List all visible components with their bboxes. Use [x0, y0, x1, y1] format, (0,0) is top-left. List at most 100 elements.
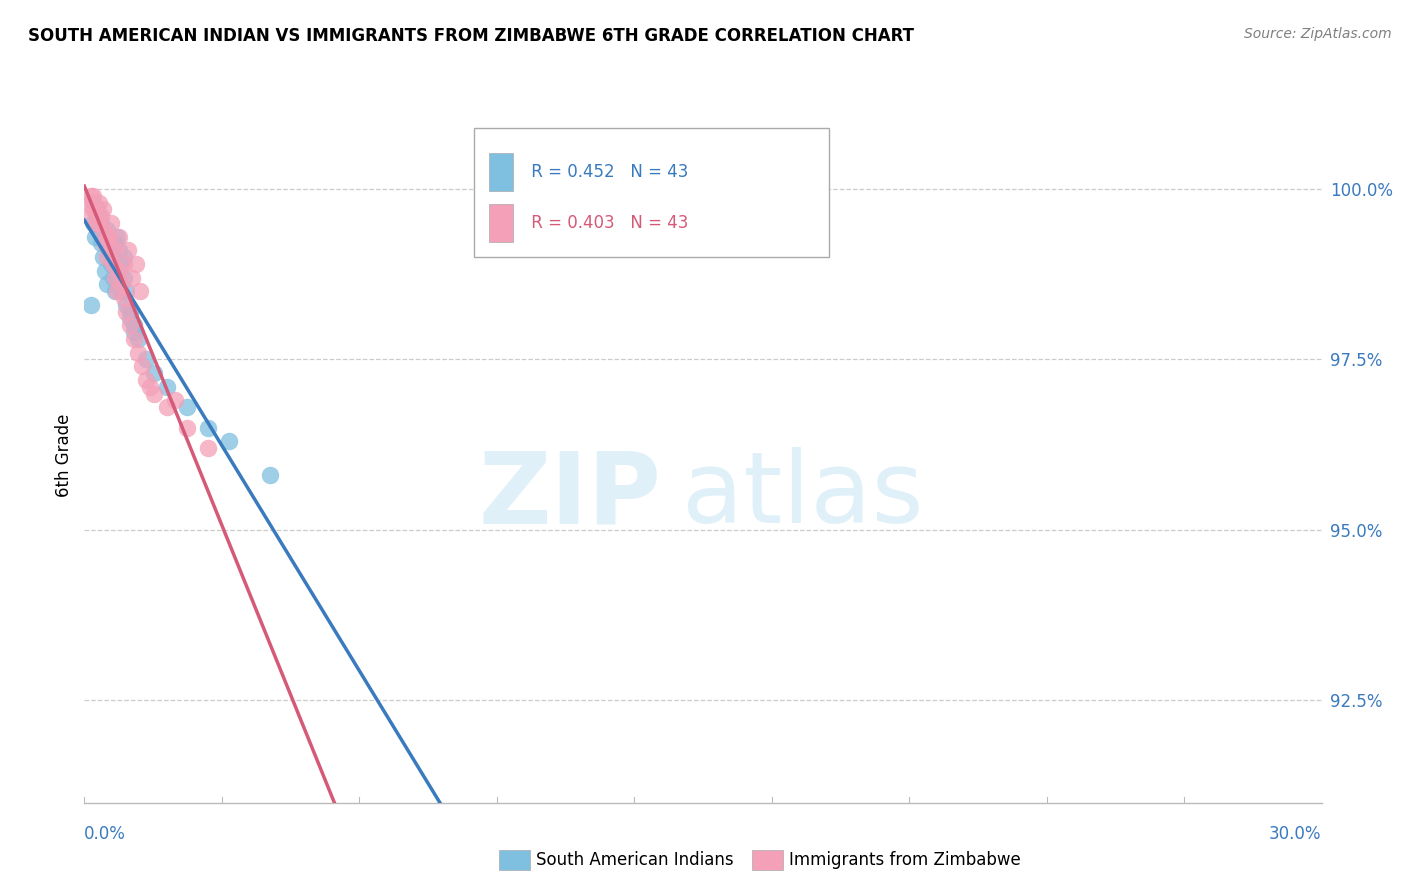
Point [104, 270, 127, 285]
Text: ZIP: ZIP [479, 448, 662, 544]
Point [79, 298, 101, 312]
Point [98, 244, 121, 258]
Point [156, 380, 179, 394]
Point [79, 209, 101, 223]
Point [112, 257, 135, 271]
Text: atlas: atlas [682, 448, 924, 544]
Text: SOUTH AMERICAN INDIAN VS IMMIGRANTS FROM ZIMBABWE 6TH GRADE CORRELATION CHART: SOUTH AMERICAN INDIAN VS IMMIGRANTS FROM… [28, 27, 914, 45]
Point [117, 244, 139, 258]
Point [104, 244, 127, 258]
Point [122, 318, 145, 333]
Point [122, 325, 145, 339]
Point [131, 359, 153, 374]
Point [103, 257, 125, 271]
Point [143, 366, 166, 380]
Point [114, 284, 136, 298]
Point [100, 216, 122, 230]
Point [86, 216, 108, 230]
Point [87, 209, 110, 223]
Point [96, 229, 118, 244]
Point [105, 229, 128, 244]
Point [143, 386, 166, 401]
Point [79, 188, 101, 202]
Point [108, 244, 131, 258]
Text: 30.0%: 30.0% [1270, 825, 1322, 843]
Point [197, 420, 219, 434]
Point [91, 223, 114, 237]
Point [114, 304, 136, 318]
Point [135, 373, 157, 387]
Point [118, 304, 141, 318]
Point [176, 400, 198, 414]
Point [90, 209, 112, 223]
Point [103, 270, 125, 285]
Point [87, 216, 110, 230]
Point [110, 257, 132, 271]
Point [77, 195, 100, 210]
Point [82, 195, 104, 210]
Point [259, 468, 281, 483]
Point [218, 434, 240, 449]
Point [94, 236, 117, 251]
Point [94, 264, 117, 278]
Point [197, 441, 219, 455]
Point [100, 257, 122, 271]
Point [82, 202, 104, 217]
FancyBboxPatch shape [474, 128, 828, 257]
Point [112, 291, 135, 305]
Point [110, 277, 132, 292]
Point [83, 229, 105, 244]
Point [86, 202, 108, 217]
Point [87, 223, 110, 237]
Point [135, 352, 157, 367]
Point [127, 345, 149, 359]
Point [118, 318, 141, 333]
Point [90, 216, 112, 230]
Point [104, 284, 127, 298]
Point [86, 209, 108, 223]
Point [83, 202, 105, 217]
Point [121, 270, 143, 285]
Point [122, 332, 145, 346]
Text: 0.0%: 0.0% [84, 825, 127, 843]
Point [165, 393, 187, 408]
Point [114, 298, 136, 312]
Text: R = 0.452   N = 43: R = 0.452 N = 43 [526, 163, 688, 181]
Point [91, 250, 114, 264]
Point [105, 270, 128, 285]
Y-axis label: 6th Grade: 6th Grade [55, 413, 73, 497]
Point [129, 284, 152, 298]
Bar [488, 204, 513, 242]
Text: R = 0.403   N = 43: R = 0.403 N = 43 [526, 214, 688, 232]
Point [176, 420, 198, 434]
Point [104, 236, 127, 251]
Point [112, 270, 135, 285]
Point [91, 202, 114, 217]
Point [108, 264, 131, 278]
Point [96, 250, 118, 264]
Text: Immigrants from Zimbabwe: Immigrants from Zimbabwe [789, 851, 1021, 869]
Bar [488, 153, 513, 191]
Point [94, 229, 117, 244]
Point [98, 244, 121, 258]
Point [96, 223, 118, 237]
Text: Source: ZipAtlas.com: Source: ZipAtlas.com [1244, 27, 1392, 41]
Point [108, 229, 131, 244]
Point [118, 311, 141, 326]
Text: South American Indians: South American Indians [536, 851, 734, 869]
Point [139, 380, 162, 394]
Point [105, 284, 128, 298]
Point [82, 188, 104, 202]
Point [90, 236, 112, 251]
Point [103, 257, 125, 271]
Point [98, 229, 121, 244]
Point [125, 257, 148, 271]
Point [110, 284, 132, 298]
Point [82, 216, 104, 230]
Point [87, 195, 110, 210]
Point [156, 400, 179, 414]
Point [100, 244, 122, 258]
Point [96, 277, 118, 292]
Point [112, 250, 135, 264]
Point [127, 332, 149, 346]
